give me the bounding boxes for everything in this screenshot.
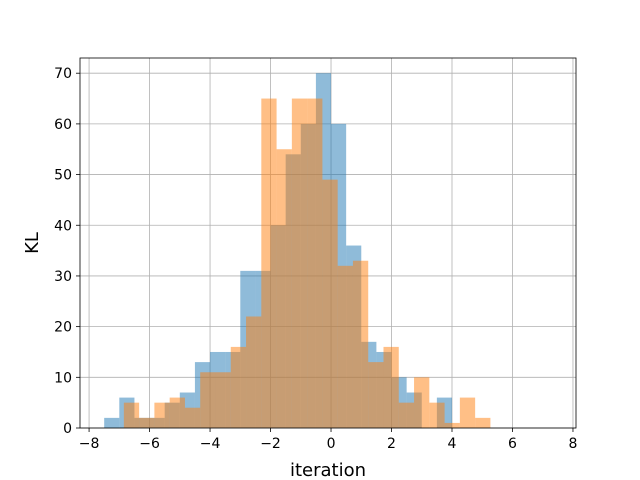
- histogram-bar-series-2: [414, 377, 430, 428]
- x-tick-label: 8: [569, 436, 578, 452]
- y-tick-label: 50: [54, 168, 72, 184]
- histogram-bar-series-2: [368, 362, 384, 428]
- x-tick-label: −4: [200, 436, 221, 452]
- histogram-bar-series-2: [429, 402, 445, 428]
- x-tick-label: 4: [448, 436, 457, 452]
- histogram-bar-series-2: [200, 372, 216, 428]
- x-tick-label: −2: [260, 436, 281, 452]
- x-tick-label: 2: [387, 436, 396, 452]
- histogram-bar-series-2: [291, 98, 308, 428]
- histogram-bar-series-2: [261, 98, 277, 428]
- y-tick-label: 0: [63, 421, 72, 437]
- histogram-bar-series-2: [398, 402, 415, 428]
- histogram-bar-series-2: [246, 316, 262, 428]
- histogram-bar-series-2: [322, 179, 338, 428]
- x-tick-label: 6: [508, 436, 517, 452]
- histogram-bar-series-2: [215, 372, 231, 428]
- histogram-bar-series-2: [154, 402, 170, 428]
- histogram-bar-series-2: [475, 417, 491, 428]
- histogram-bar-series-2: [307, 98, 323, 428]
- histogram-bar-series-2: [444, 422, 460, 428]
- y-tick-label: 10: [54, 370, 72, 386]
- y-tick-label: 30: [54, 269, 72, 285]
- y-tick-label: 20: [54, 320, 72, 336]
- histogram-bar-series-2: [276, 149, 292, 428]
- histogram-bar-series-2: [352, 260, 369, 428]
- histogram-bar-series-2: [123, 402, 140, 428]
- x-tick-label: −8: [79, 436, 100, 452]
- y-axis-label: KL: [22, 232, 43, 254]
- histogram-bar-series-2: [459, 397, 476, 428]
- histogram-bar-series-2: [169, 397, 185, 428]
- y-tick-label: 70: [54, 66, 72, 82]
- y-tick-label: 40: [54, 218, 72, 234]
- histogram-bar-series-2: [383, 346, 399, 428]
- histogram-bar-series-2: [184, 407, 201, 428]
- x-tick-label: −6: [139, 436, 160, 452]
- axis-ticks: −8 −6 −4 −2 0 2 4 6 8 0 10 20 30 40 50 60 70: [54, 66, 577, 452]
- x-axis-label: iteration: [290, 460, 366, 480]
- histogram-bar-series-2: [337, 265, 353, 428]
- x-tick-label: 0: [327, 436, 336, 452]
- histogram-bars: [104, 73, 491, 429]
- plot-frame: [79, 57, 577, 429]
- histogram-bar-series-2: [230, 346, 247, 428]
- histogram-bar-series-1: [104, 417, 120, 428]
- y-tick-label: 60: [54, 117, 72, 133]
- histogram-bar-series-2: [139, 417, 155, 428]
